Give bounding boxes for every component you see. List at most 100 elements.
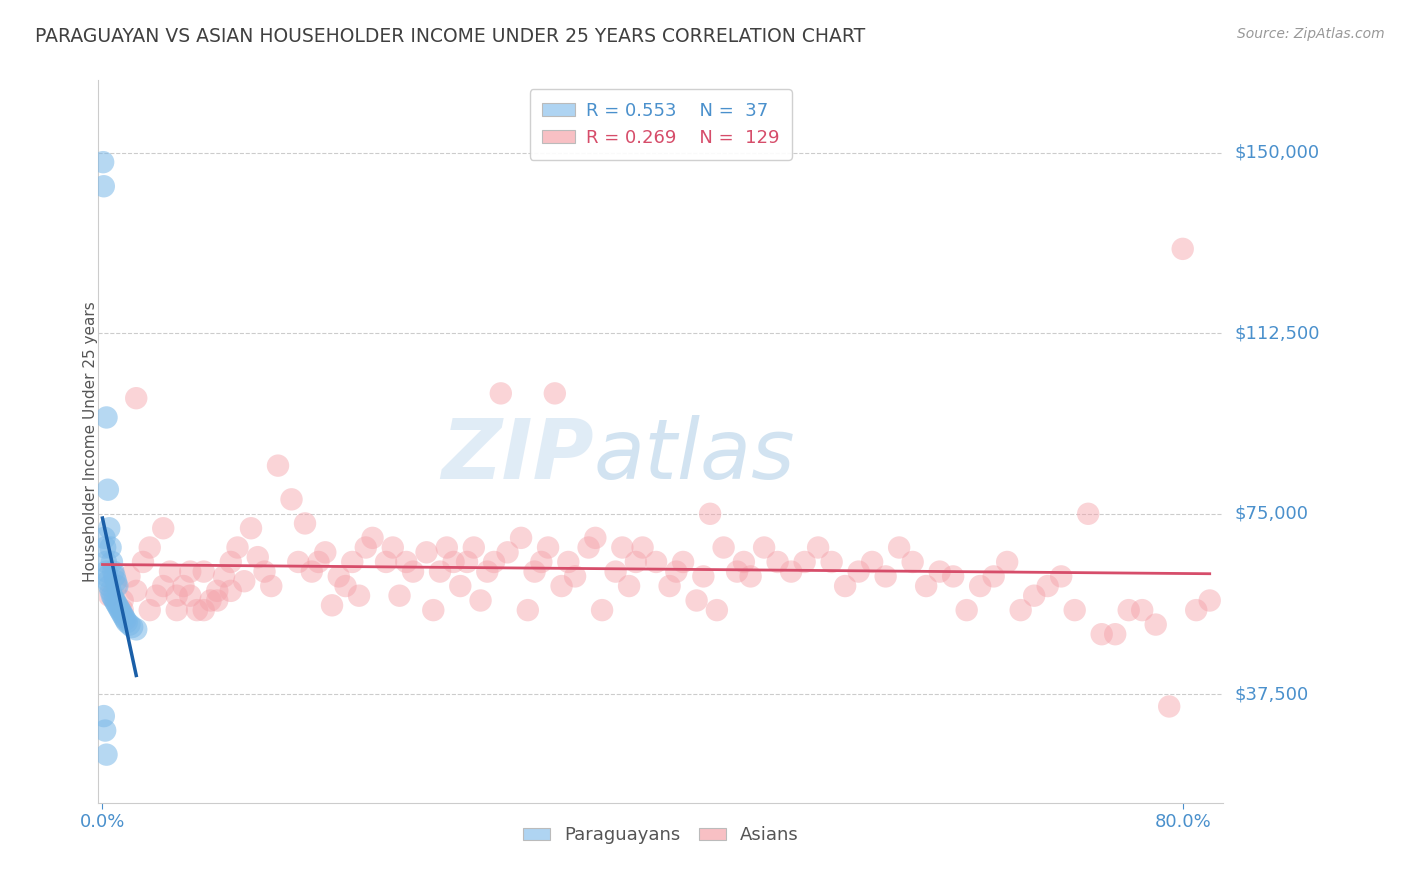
Point xyxy=(98,579,121,593)
Point xyxy=(402,565,425,579)
Point xyxy=(267,458,290,473)
Point xyxy=(470,593,492,607)
Point xyxy=(193,603,215,617)
Point xyxy=(1091,627,1114,641)
Point xyxy=(354,541,377,555)
Y-axis label: Householder Income Under 25 years: Householder Income Under 25 years xyxy=(83,301,97,582)
Point xyxy=(335,579,357,593)
Point xyxy=(928,565,950,579)
Point xyxy=(807,541,830,555)
Point xyxy=(942,569,965,583)
Point xyxy=(1144,617,1167,632)
Point xyxy=(104,596,127,610)
Point xyxy=(1198,593,1220,607)
Point xyxy=(193,565,215,579)
Point xyxy=(94,723,117,738)
Text: Source: ZipAtlas.com: Source: ZipAtlas.com xyxy=(1237,27,1385,41)
Point xyxy=(443,555,465,569)
Point xyxy=(477,565,499,579)
Text: $37,500: $37,500 xyxy=(1234,685,1309,704)
Point xyxy=(557,555,579,569)
Point xyxy=(321,599,343,613)
Point xyxy=(395,555,418,569)
Point xyxy=(1010,603,1032,617)
Point xyxy=(152,579,174,593)
Point xyxy=(159,565,181,579)
Point xyxy=(96,565,118,579)
Point xyxy=(110,606,132,620)
Point xyxy=(489,386,512,401)
Point xyxy=(104,574,127,589)
Point xyxy=(889,541,911,555)
Point xyxy=(260,579,283,593)
Point xyxy=(93,531,115,545)
Point xyxy=(100,583,122,598)
Point xyxy=(766,555,789,569)
Point xyxy=(233,574,256,589)
Point xyxy=(969,579,991,593)
Point xyxy=(848,565,870,579)
Point xyxy=(915,579,938,593)
Point xyxy=(995,555,1018,569)
Point xyxy=(752,541,775,555)
Point xyxy=(98,589,121,603)
Point xyxy=(246,550,269,565)
Point xyxy=(118,617,141,632)
Text: ZIP: ZIP xyxy=(440,416,593,497)
Point xyxy=(93,179,115,194)
Text: $112,500: $112,500 xyxy=(1234,324,1320,343)
Point xyxy=(658,579,681,593)
Point xyxy=(956,603,979,617)
Point xyxy=(388,589,411,603)
Point xyxy=(200,593,222,607)
Point xyxy=(496,545,519,559)
Point xyxy=(301,565,323,579)
Point xyxy=(105,579,128,593)
Point xyxy=(456,555,478,569)
Point xyxy=(415,545,437,559)
Point xyxy=(91,155,114,169)
Point xyxy=(173,579,195,593)
Point xyxy=(578,541,600,555)
Point xyxy=(101,555,124,569)
Point xyxy=(1185,603,1208,617)
Point xyxy=(226,541,249,555)
Point xyxy=(1077,507,1099,521)
Text: $150,000: $150,000 xyxy=(1234,144,1319,161)
Point xyxy=(97,483,120,497)
Point xyxy=(111,607,134,622)
Point xyxy=(1063,603,1085,617)
Point xyxy=(617,579,640,593)
Point xyxy=(287,555,309,569)
Point xyxy=(112,610,135,624)
Point xyxy=(463,541,485,555)
Point xyxy=(253,565,276,579)
Point xyxy=(314,545,336,559)
Point xyxy=(103,565,125,579)
Point xyxy=(820,555,842,569)
Point xyxy=(624,555,647,569)
Point xyxy=(583,531,606,545)
Point xyxy=(381,541,404,555)
Point xyxy=(1104,627,1126,641)
Point xyxy=(125,623,148,637)
Point xyxy=(207,583,229,598)
Point xyxy=(901,555,924,569)
Point xyxy=(125,583,148,598)
Point xyxy=(96,569,118,583)
Point xyxy=(138,603,160,617)
Point xyxy=(1159,699,1181,714)
Point xyxy=(100,541,122,555)
Point xyxy=(793,555,815,569)
Point xyxy=(308,555,330,569)
Point xyxy=(104,593,127,607)
Point xyxy=(631,541,654,555)
Point xyxy=(591,603,613,617)
Point xyxy=(179,565,201,579)
Point xyxy=(107,600,129,615)
Point xyxy=(692,569,714,583)
Point xyxy=(537,541,560,555)
Point xyxy=(375,555,398,569)
Point xyxy=(482,555,505,569)
Point xyxy=(104,569,127,583)
